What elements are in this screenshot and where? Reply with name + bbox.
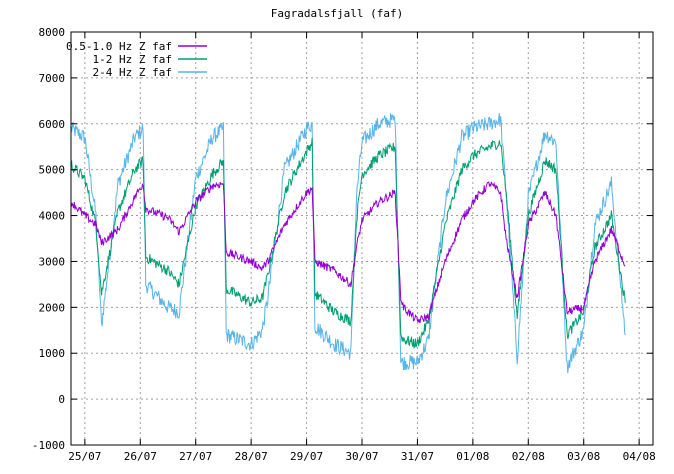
x-tick-label: 26/07 <box>124 450 157 463</box>
legend-label: 2-4 Hz Z faf <box>93 66 172 79</box>
x-tick-label: 03/08 <box>567 450 600 463</box>
y-tick-label: 7000 <box>39 72 66 85</box>
y-tick-label: 8000 <box>39 26 66 39</box>
legend-label: 1-2 Hz Z faf <box>93 53 172 66</box>
x-tick-label: 02/08 <box>512 450 545 463</box>
x-tick-label: 30/07 <box>345 450 378 463</box>
x-tick-label: 27/07 <box>179 450 212 463</box>
x-tick-label: 29/07 <box>290 450 323 463</box>
x-tick-label: 25/07 <box>68 450 101 463</box>
y-tick-label: 4000 <box>39 210 66 223</box>
series-line <box>70 137 626 350</box>
axis-ticks <box>71 31 653 446</box>
x-tick-labels: 25/07 26/07 27/07 28/07 29/07 30/07 31/07 01/08… <box>68 450 655 463</box>
y-tick-label: 6000 <box>39 118 66 131</box>
x-tick-label: 04/08 <box>623 450 656 463</box>
legend-label: 0.5-1.0 Hz Z faf <box>66 40 172 53</box>
series-line <box>70 181 626 324</box>
y-tick-label: 5000 <box>39 164 66 177</box>
x-tick-label: 01/08 <box>456 450 489 463</box>
series-line <box>70 113 626 374</box>
x-tick-label: 31/07 <box>401 450 434 463</box>
y-tick-label: 2000 <box>39 301 66 314</box>
y-tick-labels: -1000 0 1000 2000 3000 4000 5000 6000 7000 8000 <box>32 26 65 452</box>
grid-lines <box>71 32 653 445</box>
y-tick-label: -1000 <box>32 439 65 452</box>
x-tick-label: 28/07 <box>235 450 268 463</box>
chart-title: Fagradalsfjall (faf) <box>271 7 403 20</box>
y-tick-label: 0 <box>58 393 65 406</box>
y-tick-label: 3000 <box>39 255 66 268</box>
series-lines <box>70 113 626 374</box>
y-tick-label: 1000 <box>39 347 66 360</box>
